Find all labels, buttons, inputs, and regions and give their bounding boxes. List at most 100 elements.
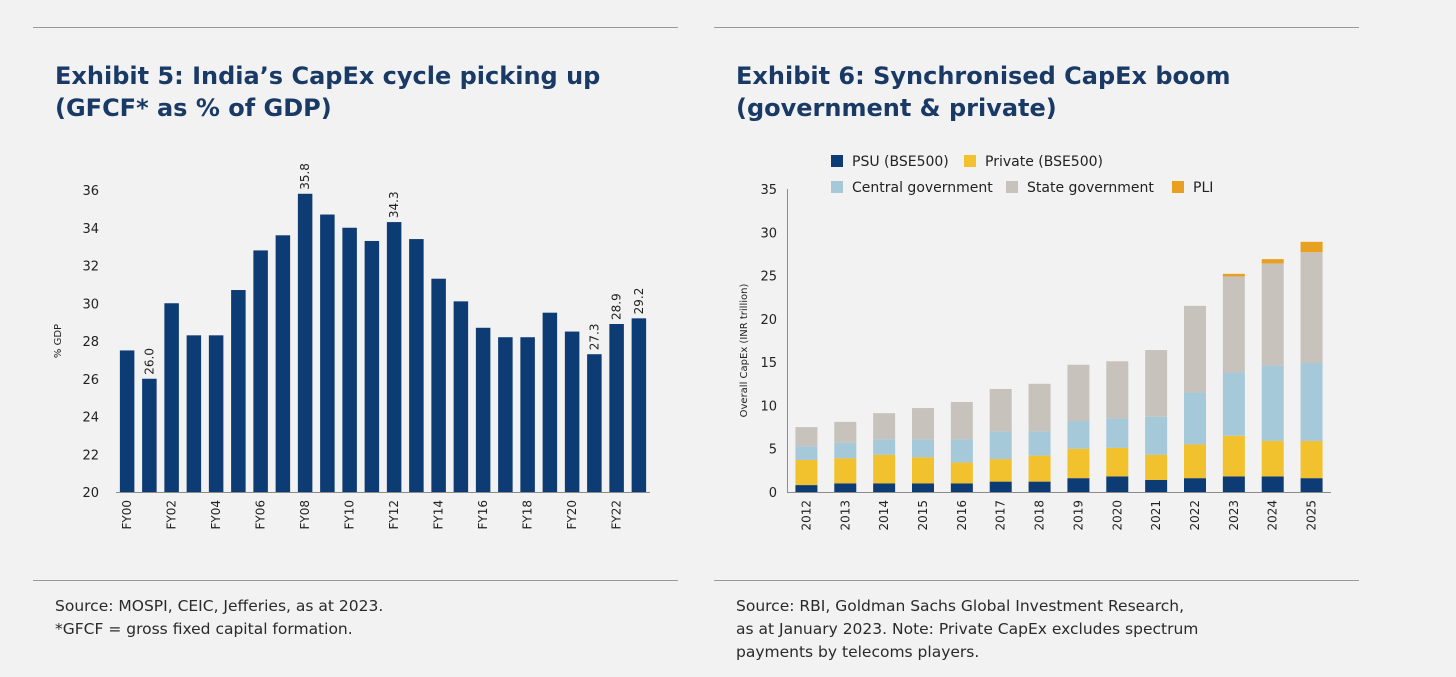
bar-segment-psu-bse500-2023 <box>1222 476 1245 492</box>
bar-segment-state-government-2012 <box>795 427 818 447</box>
legend-swatch <box>831 155 843 167</box>
gfcf-bar-chart: 20 22 24 26 28 30 32 34 36 % GDP FY00 26.0 FY02 FY04 F… <box>53 163 650 530</box>
bar-segment-pli-2023 <box>1222 273 1245 277</box>
bar-fy12 <box>386 222 402 492</box>
exhibit-5-title: Exhibit 5: India’s CapEx cycle picking u… <box>55 60 600 124</box>
bar-segment-psu-bse500-2024 <box>1261 476 1284 492</box>
bar-segment-central-government-2022 <box>1184 392 1206 445</box>
x-tick-label: FY12 <box>387 500 401 530</box>
bar-segment-private-bse500-2013 <box>834 458 857 484</box>
bar-segment-central-government-2018 <box>1028 431 1051 456</box>
bar-fy23 <box>631 318 647 492</box>
y-tick-label: 32 <box>82 260 99 275</box>
bar-fy11 <box>364 240 380 492</box>
bar-segment-psu-bse500-2022 <box>1184 478 1206 492</box>
bar-fy05 <box>231 290 246 492</box>
bar-segment-state-government-2024 <box>1261 263 1284 366</box>
title-line-1: Exhibit 6: Synchronised CapEx boom <box>736 62 1231 90</box>
legend-item: Central government <box>831 180 993 196</box>
bar-fy09 <box>320 214 335 492</box>
x-tick-label: 2017 <box>994 500 1008 531</box>
x-tick-label: FY18 <box>521 500 535 530</box>
bar-segment-central-government-2023 <box>1222 372 1245 436</box>
source-line-3: payments by telecoms players. <box>736 643 980 661</box>
bar-segment-state-government-2016 <box>950 401 973 440</box>
title-line-1: Exhibit 5: India’s CapEx cycle picking u… <box>55 62 601 90</box>
y-tick-label: 20 <box>760 313 777 328</box>
bar-segment-central-government-2025 <box>1300 363 1323 441</box>
x-tick-label: FY08 <box>298 500 312 530</box>
bar-segment-psu-bse500-2018 <box>1028 481 1051 492</box>
bar-fy18 <box>520 337 535 492</box>
bar-segment-psu-bse500-2014 <box>873 483 896 492</box>
x-tick-label: FY02 <box>165 500 179 530</box>
bar-segment-central-government-2016 <box>950 439 973 463</box>
bar-fy01 <box>142 378 157 492</box>
bar-fy00 <box>119 350 135 492</box>
bar-segment-state-government-2023 <box>1222 276 1245 373</box>
bottom-divider <box>33 580 678 581</box>
y-tick-label: 20 <box>82 486 99 501</box>
x-tick-label: 2015 <box>916 500 930 531</box>
bar-segment-psu-bse500-2019 <box>1067 478 1090 492</box>
data-label: 27.3 <box>587 323 601 350</box>
source-line-2: as at January 2023. Note: Private CapEx … <box>736 620 1199 638</box>
legend-swatch <box>831 181 843 193</box>
bar-segment-state-government-2022 <box>1184 305 1206 393</box>
legend-swatch <box>1172 181 1184 193</box>
bar-segment-psu-bse500-2020 <box>1106 476 1129 492</box>
bar-fy13 <box>409 239 424 492</box>
bar-segment-private-bse500-2020 <box>1106 447 1129 477</box>
bar-fy20 <box>564 331 580 492</box>
y-tick-label: 22 <box>82 448 99 463</box>
y-tick-label: 34 <box>82 222 99 237</box>
bar-fy02 <box>164 303 179 492</box>
y-tick-label: 36 <box>82 184 99 199</box>
legend-item: PLI <box>1172 180 1213 196</box>
bar-segment-psu-bse500-2016 <box>950 483 973 492</box>
data-label: 34.3 <box>387 191 401 218</box>
data-label: 26.0 <box>142 348 156 375</box>
x-tick-label: 2024 <box>1266 500 1280 531</box>
x-tick-label: FY00 <box>120 500 134 530</box>
bar-segment-state-government-2013 <box>834 421 857 443</box>
legend-item: PSU (BSE500) <box>831 154 949 170</box>
bar-segment-private-bse500-2015 <box>912 457 934 484</box>
data-label: 28.9 <box>610 293 624 320</box>
bar-segment-private-bse500-2018 <box>1028 455 1051 482</box>
data-label: 29.2 <box>632 288 646 315</box>
y-axis-label: % GDP <box>53 324 64 358</box>
bar-segment-central-government-2021 <box>1145 416 1168 455</box>
bar-fy21 <box>587 354 602 492</box>
title-line-2: (GFCF* as % of GDP) <box>55 94 332 122</box>
y-tick-label: 35 <box>760 183 777 198</box>
bar-fy19 <box>542 312 558 492</box>
x-tick-label: 2016 <box>955 500 969 531</box>
x-tick-label: 2021 <box>1149 500 1163 531</box>
bar-fy08 <box>297 193 313 492</box>
x-tick-label: 2022 <box>1188 500 1202 531</box>
bar-segment-private-bse500-2019 <box>1067 448 1090 479</box>
title-line-2: (government & private) <box>736 94 1057 122</box>
y-tick-label: 0 <box>769 486 777 501</box>
bar-segment-central-government-2012 <box>795 446 818 460</box>
legend-label: PSU (BSE500) <box>852 154 949 170</box>
legend-label: Central government <box>852 180 993 196</box>
exhibit-5-panel: Exhibit 5: India’s CapEx cycle picking u… <box>33 0 678 677</box>
x-tick-label: 2025 <box>1305 500 1319 531</box>
bar-fy07 <box>275 235 291 493</box>
x-tick-label: FY20 <box>565 500 579 530</box>
y-tick-label: 5 <box>769 443 777 458</box>
bar-fy06 <box>253 250 268 492</box>
legend-item: State government <box>1006 180 1154 196</box>
exhibit-6-source: Source: RBI, Goldman Sachs Global Invest… <box>736 595 1198 664</box>
bar-fy15 <box>453 301 469 492</box>
bar-segment-central-government-2020 <box>1106 418 1129 448</box>
bar-segment-pli-2024 <box>1261 259 1284 264</box>
bar-segment-state-government-2025 <box>1300 252 1323 364</box>
bar-segment-psu-bse500-2017 <box>989 481 1012 492</box>
bar-segment-pli-2025 <box>1300 241 1323 253</box>
bar-fy10 <box>342 227 357 492</box>
bar-segment-private-bse500-2016 <box>950 462 973 484</box>
bar-segment-central-government-2019 <box>1067 421 1090 449</box>
